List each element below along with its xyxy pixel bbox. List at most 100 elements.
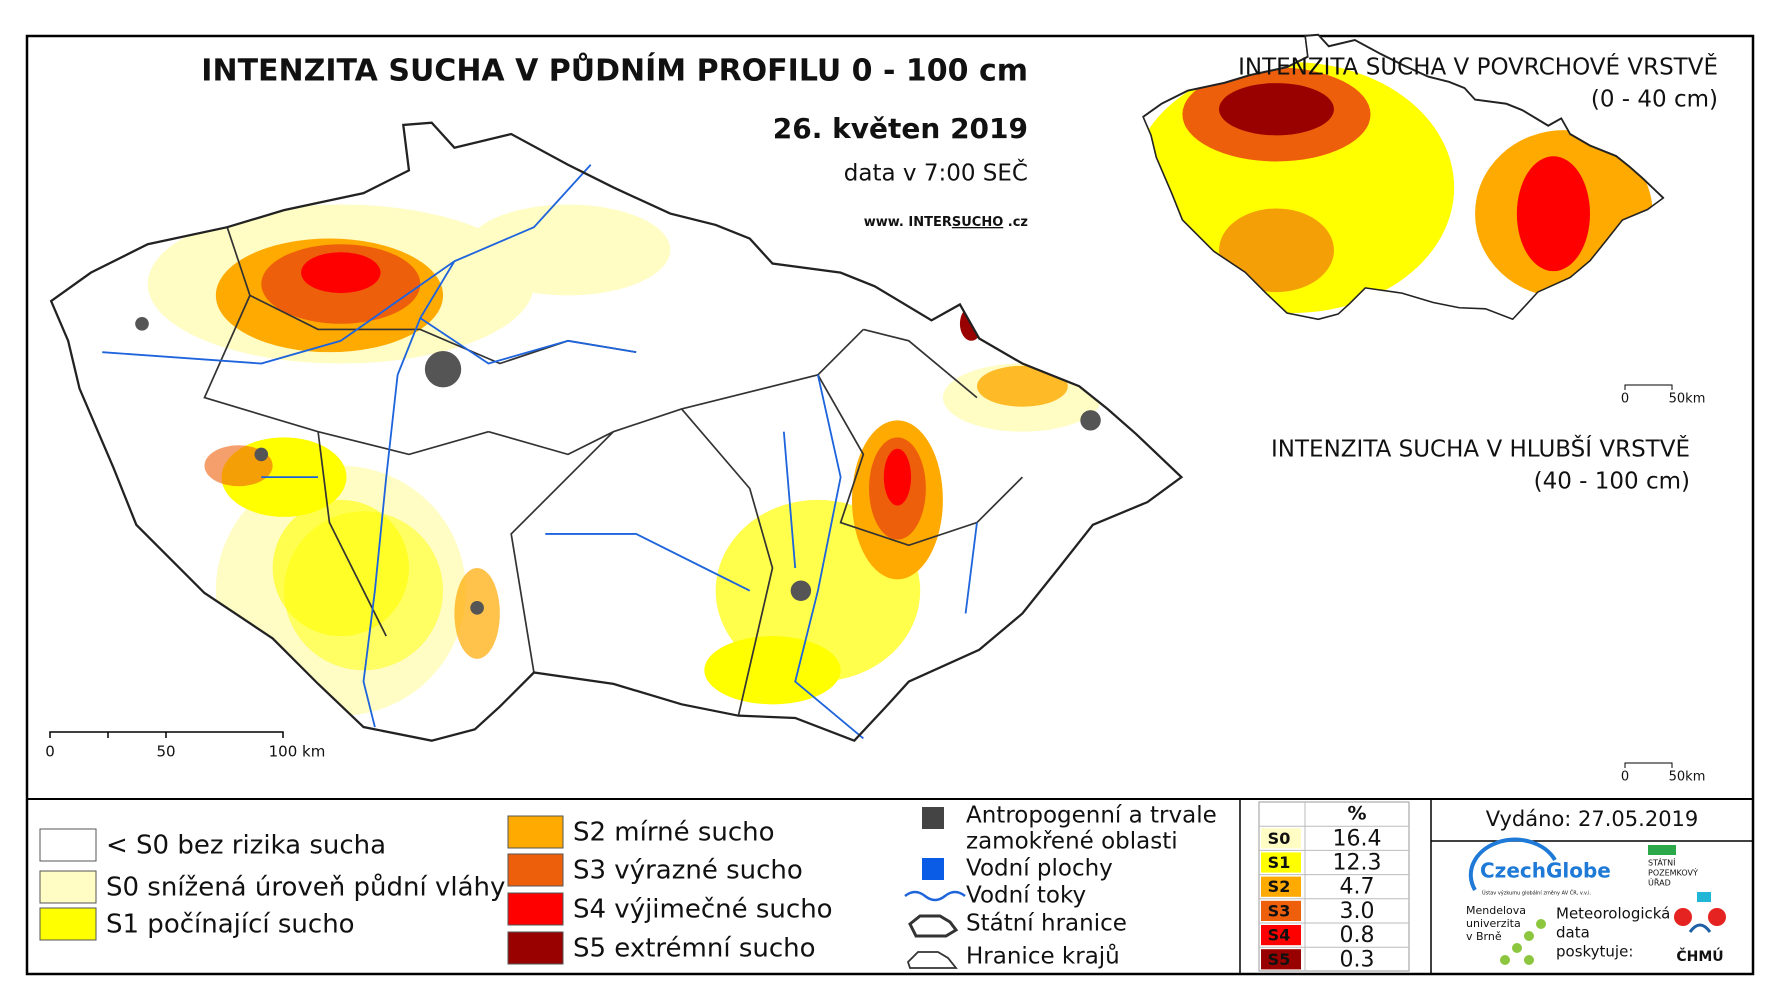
legend-label: S4 výjimečné sucho bbox=[573, 895, 833, 925]
inset-title: INTENZITA SUCHA V HLUBŠÍ VRSTVĚ bbox=[1271, 435, 1690, 463]
symbol-river bbox=[904, 890, 966, 902]
issued: Vydáno: 27.05.2019 bbox=[1486, 807, 1699, 831]
legend-label: S2 mírné sucho bbox=[573, 818, 775, 848]
table-value: 12.3 bbox=[1333, 851, 1382, 876]
table-value: 4.7 bbox=[1340, 875, 1375, 900]
scale-label: 50km bbox=[1669, 770, 1706, 785]
table-swatch bbox=[1261, 900, 1301, 921]
legend-swatch bbox=[507, 931, 564, 965]
table-value: 3.0 bbox=[1340, 899, 1375, 924]
legend-label: S5 extrémní sucho bbox=[573, 934, 816, 964]
scale-label: 0 bbox=[1621, 392, 1629, 407]
logo-czechglobe: CzechGlobe bbox=[1480, 859, 1611, 883]
table-value: 16.4 bbox=[1333, 826, 1382, 851]
chmu-text: Meteorologická bbox=[1556, 905, 1670, 923]
drought-area bbox=[976, 365, 1068, 407]
map-shape bbox=[49, 121, 1184, 743]
legend-swatch bbox=[39, 828, 97, 862]
logo-czechglobe-sub: Ústav výzkumu globální změny AV ČR, v.v.… bbox=[1482, 890, 1592, 897]
drought-area bbox=[883, 448, 912, 506]
symbol-label: Hranice krajů bbox=[966, 943, 1120, 970]
stats-table: % S0 16.4 S1 12.3 S2 4.7 S3 3.0 S4 0.8 S5 0.3 bbox=[1258, 801, 1410, 972]
legend: < S0 bez rizika sucha S0 snížená úroveň p… bbox=[39, 815, 833, 965]
scale-bar bbox=[1624, 384, 1673, 390]
scale-label: 50 bbox=[156, 743, 175, 761]
main-date: 26. květen 2019 bbox=[773, 112, 1028, 145]
drought-area bbox=[1218, 208, 1334, 293]
logo-spu-mark bbox=[1648, 845, 1676, 855]
table-swatch bbox=[1261, 828, 1301, 849]
legend-swatch bbox=[507, 892, 564, 926]
drought-area bbox=[465, 204, 671, 296]
web: www. INTERSUCHO .cz bbox=[864, 215, 1028, 230]
logo-mendelu: univerzita bbox=[1466, 917, 1521, 930]
web-part: www. bbox=[864, 215, 904, 230]
legend-label: S0 snížená úroveň půdní vláhy bbox=[106, 873, 505, 903]
drought-area bbox=[272, 499, 409, 637]
main-time: data v 7:00 SEČ bbox=[844, 159, 1028, 187]
logo-chmu bbox=[1674, 892, 1726, 933]
logo-spu: STÁTNÍ bbox=[1648, 857, 1676, 868]
logo-mendelu: Mendelova bbox=[1466, 904, 1526, 917]
logo-spu: ÚŘAD bbox=[1648, 877, 1671, 888]
table-class: S3 bbox=[1268, 901, 1291, 920]
logo-spu: POZEMKOVÝ bbox=[1648, 867, 1698, 878]
drought-area bbox=[704, 636, 841, 705]
table-value: 0.8 bbox=[1340, 923, 1375, 948]
table-swatch bbox=[1261, 949, 1301, 970]
table-border bbox=[1258, 801, 1410, 972]
table-class: S1 bbox=[1268, 853, 1291, 872]
web-part: INTER bbox=[908, 215, 951, 230]
scale-label: 0 bbox=[1621, 770, 1629, 785]
inset-title: INTENZITA SUCHA V POVRCHOVÉ VRSTVĚ bbox=[1238, 53, 1718, 81]
table-class: S5 bbox=[1268, 950, 1291, 969]
scale-bar bbox=[49, 731, 284, 738]
main-title: INTENZITA SUCHA V PŮDNÍM PROFILU 0 - 100… bbox=[201, 52, 1028, 89]
drought-area bbox=[301, 252, 381, 294]
table-header: % bbox=[1347, 803, 1366, 825]
legend-label: < S0 bez rizika sucha bbox=[106, 831, 386, 861]
symbol-label: Antropogenní a trvale bbox=[966, 803, 1217, 829]
symbol-label: zamokřené oblasti bbox=[966, 829, 1178, 855]
scale-label: 0 bbox=[45, 743, 55, 761]
web-part: .cz bbox=[1008, 215, 1028, 230]
chmu-text: poskytuje: bbox=[1556, 943, 1633, 961]
web-part: SUCHO bbox=[952, 215, 1003, 230]
table-class: S2 bbox=[1268, 877, 1291, 896]
symbol-water bbox=[922, 858, 944, 880]
table-class: S4 bbox=[1268, 926, 1291, 945]
legend-swatch bbox=[39, 870, 97, 904]
legend-label: S3 výrazné sucho bbox=[573, 856, 803, 886]
inset-subtitle: (0 - 40 cm) bbox=[1591, 87, 1718, 113]
drought-area bbox=[1516, 156, 1591, 272]
logo-arc bbox=[1468, 837, 1557, 892]
symbol-state-border bbox=[908, 914, 959, 938]
legend-swatch bbox=[507, 853, 564, 887]
legend-swatch bbox=[507, 815, 564, 849]
chmu-text: data bbox=[1556, 924, 1590, 942]
main-map bbox=[49, 121, 1184, 743]
symbol-urban bbox=[922, 807, 944, 829]
scale-label: 100 km bbox=[269, 743, 326, 761]
inset-subtitle: (40 - 100 cm) bbox=[1534, 469, 1690, 495]
symbol-label: Státní hranice bbox=[966, 911, 1127, 937]
legend-label: S1 počínající sucho bbox=[106, 910, 355, 940]
logo-mendelu: v Brně bbox=[1466, 930, 1502, 943]
table-swatch bbox=[1261, 925, 1301, 946]
symbol-label: Vodní plochy bbox=[966, 856, 1113, 882]
symbol-label: Vodní toky bbox=[966, 883, 1086, 909]
legend-swatch bbox=[39, 907, 97, 941]
logo-mendelu-dots bbox=[1500, 919, 1546, 965]
scale-bar bbox=[1624, 762, 1673, 768]
table-swatch bbox=[1261, 876, 1301, 897]
drought-area bbox=[1218, 83, 1334, 136]
table-swatch bbox=[1261, 852, 1301, 873]
table-value: 0.3 bbox=[1340, 947, 1375, 972]
symbol-region-border bbox=[906, 951, 958, 969]
frame bbox=[25, 34, 1755, 976]
logo-chmu-text: ČHMÚ bbox=[1676, 947, 1723, 965]
scale-label: 50km bbox=[1669, 392, 1706, 407]
table-class: S0 bbox=[1268, 829, 1291, 848]
